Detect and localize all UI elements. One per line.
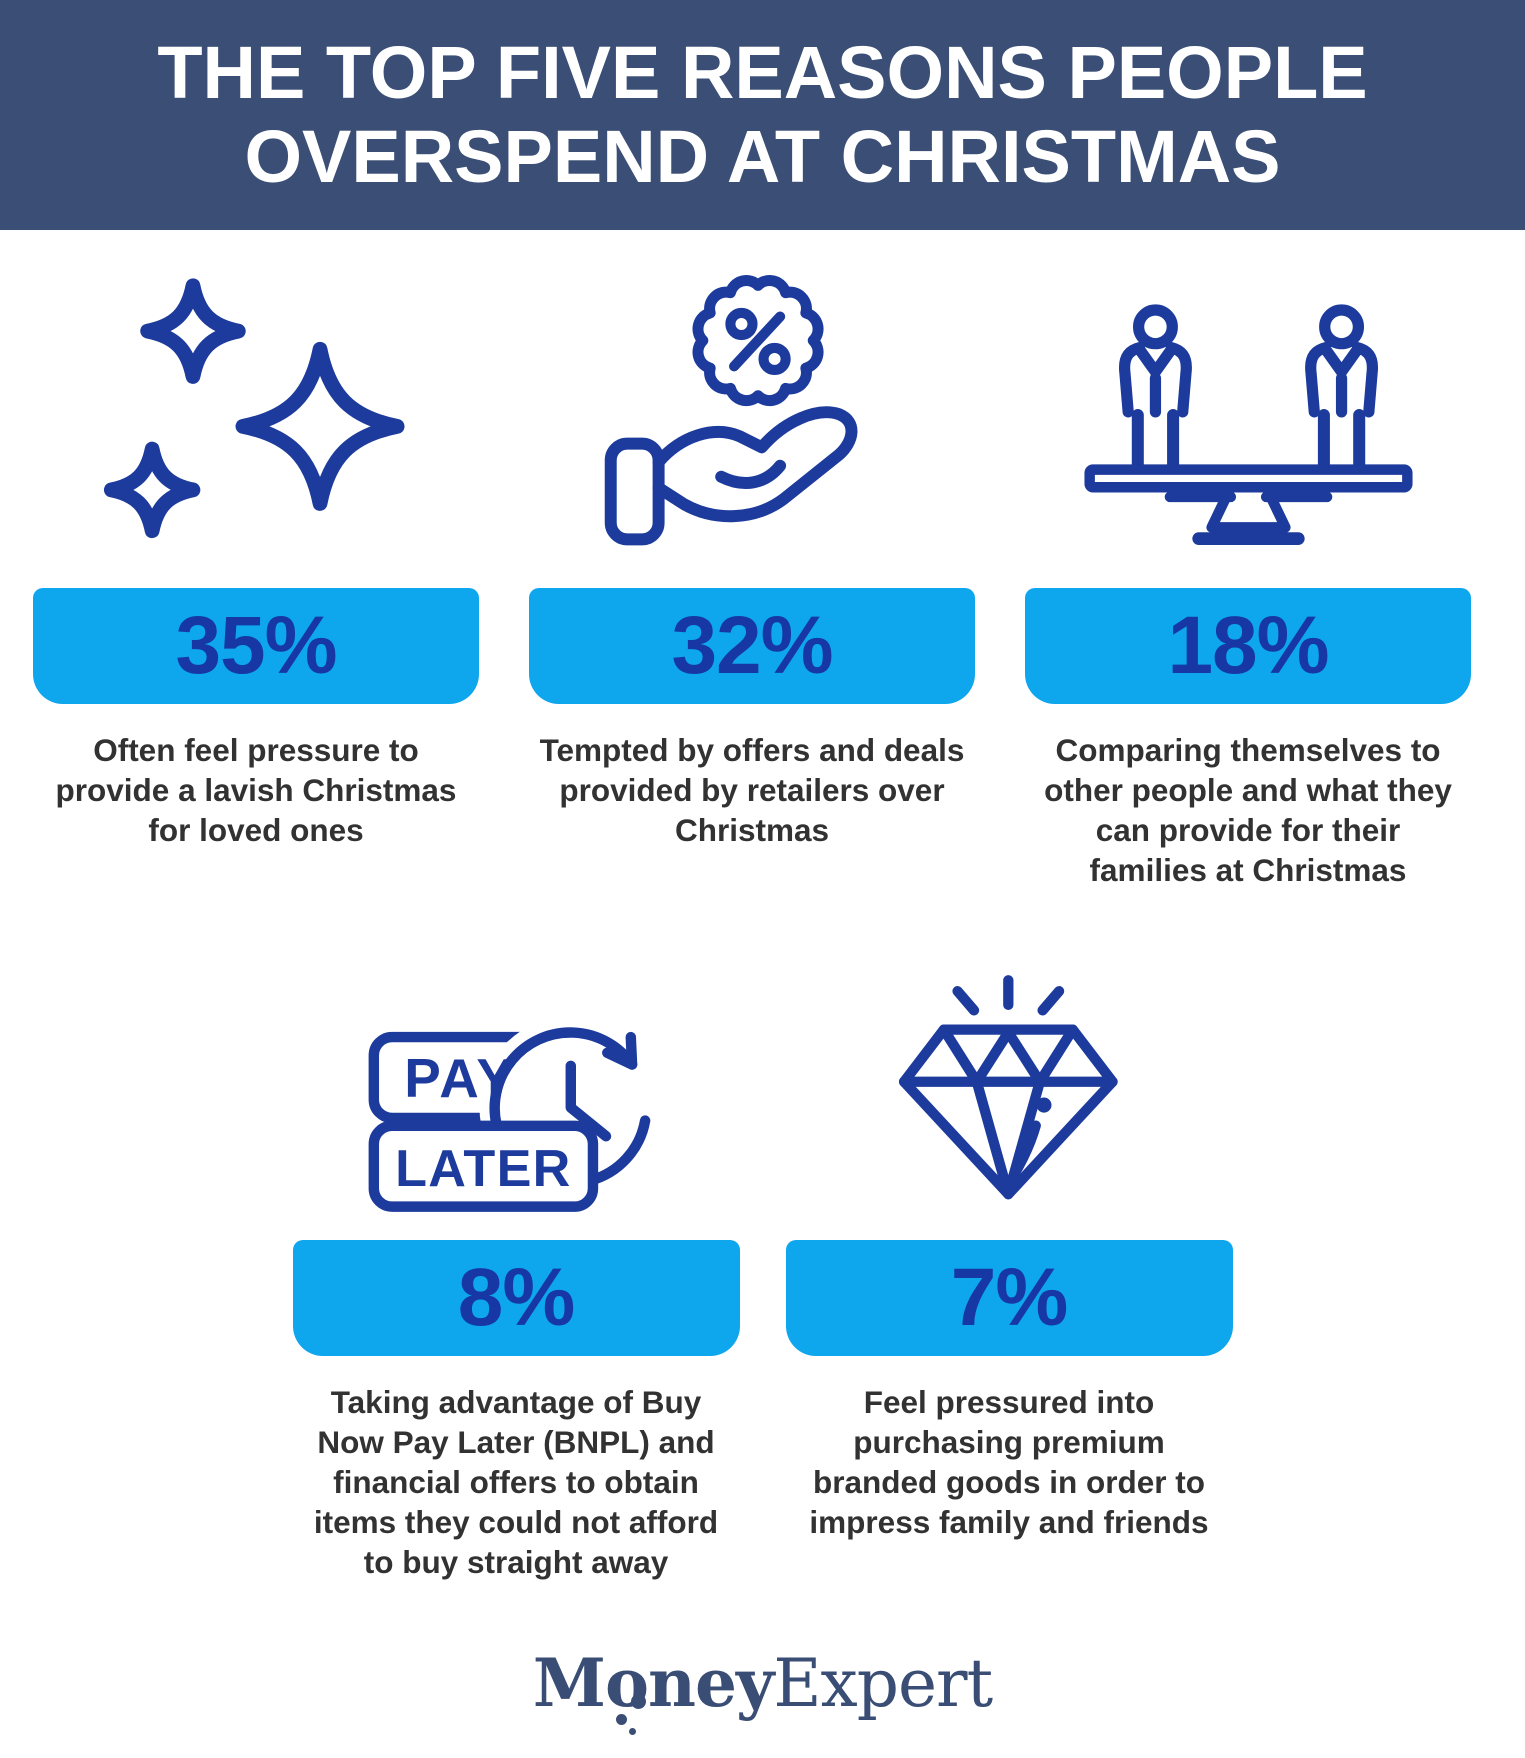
sparkles-icon bbox=[103, 278, 405, 539]
stat-description: Taking advantage of Buy Now Pay Later (B… bbox=[313, 1384, 719, 1580]
stat-value: 7% bbox=[950, 1252, 1069, 1343]
stat-description: Tempted by offers and deals provided by … bbox=[539, 732, 965, 848]
stats-row-bottom: PAY LATER 8% Taking advantage of Buy Now… bbox=[0, 890, 1525, 1582]
stat-bar: 7% bbox=[785, 1240, 1233, 1356]
diamond-icon bbox=[898, 975, 1118, 1200]
logo-dot-small bbox=[628, 1728, 636, 1735]
header-banner: THE TOP FIVE REASONS PEOPLE OVERSPEND AT… bbox=[0, 0, 1525, 230]
money-expert-logo: MoneyExpert bbox=[532, 1644, 993, 1735]
footer: MoneyExpert bbox=[0, 1644, 1525, 1735]
stat-card-premium-brands: 7% Feel pressured into purchasing premiu… bbox=[785, 890, 1233, 1582]
stat-card-retailer-offers: 32% Tempted by offers and deals provided… bbox=[529, 230, 975, 890]
stat-description: Often feel pressure to provide a lavish … bbox=[55, 732, 457, 848]
logo-text-money: Money bbox=[532, 1644, 774, 1722]
icon-zone bbox=[529, 230, 975, 588]
stats-row-top: 35% Often feel pressure to provide a lav… bbox=[0, 230, 1525, 890]
later-label: LATER bbox=[395, 1140, 572, 1198]
stat-value: 35% bbox=[175, 600, 337, 691]
stat-description: Feel pressured into purchasing premium b… bbox=[809, 1384, 1209, 1540]
logo-dot-large bbox=[630, 1694, 646, 1709]
page-title-line2: OVERSPEND AT CHRISTMAS bbox=[244, 115, 1281, 198]
stat-bar: 18% bbox=[1025, 588, 1471, 704]
page-title-line1: THE TOP FIVE REASONS PEOPLE bbox=[157, 31, 1368, 114]
icon-zone bbox=[33, 230, 479, 588]
stat-card-bnpl-offers: PAY LATER 8% Taking advantage of Buy Now… bbox=[292, 890, 740, 1582]
discount-hand-icon bbox=[604, 275, 857, 546]
stat-card-comparing-others: 18% Comparing themselves to other people… bbox=[1025, 230, 1471, 890]
stat-bar: 35% bbox=[33, 588, 479, 704]
icon-zone: PAY LATER bbox=[293, 890, 740, 1240]
balance-people-icon bbox=[1083, 304, 1413, 546]
pay-later-icon: PAY LATER bbox=[368, 1016, 663, 1212]
stat-description: Comparing themselves to other people and… bbox=[1044, 732, 1452, 888]
stat-value: 32% bbox=[671, 600, 833, 691]
logo-text-expert: Expert bbox=[773, 1645, 993, 1722]
logo-dot-medium bbox=[615, 1714, 627, 1725]
stat-value: 18% bbox=[1167, 600, 1329, 691]
stat-value: 8% bbox=[457, 1252, 576, 1343]
icon-zone bbox=[1025, 230, 1471, 588]
pay-label: PAY bbox=[404, 1047, 515, 1109]
stat-card-pressure-lavish: 35% Often feel pressure to provide a lav… bbox=[33, 230, 479, 890]
stat-bar: 32% bbox=[529, 588, 975, 704]
stat-bar: 8% bbox=[292, 1240, 740, 1356]
icon-zone bbox=[786, 890, 1233, 1240]
